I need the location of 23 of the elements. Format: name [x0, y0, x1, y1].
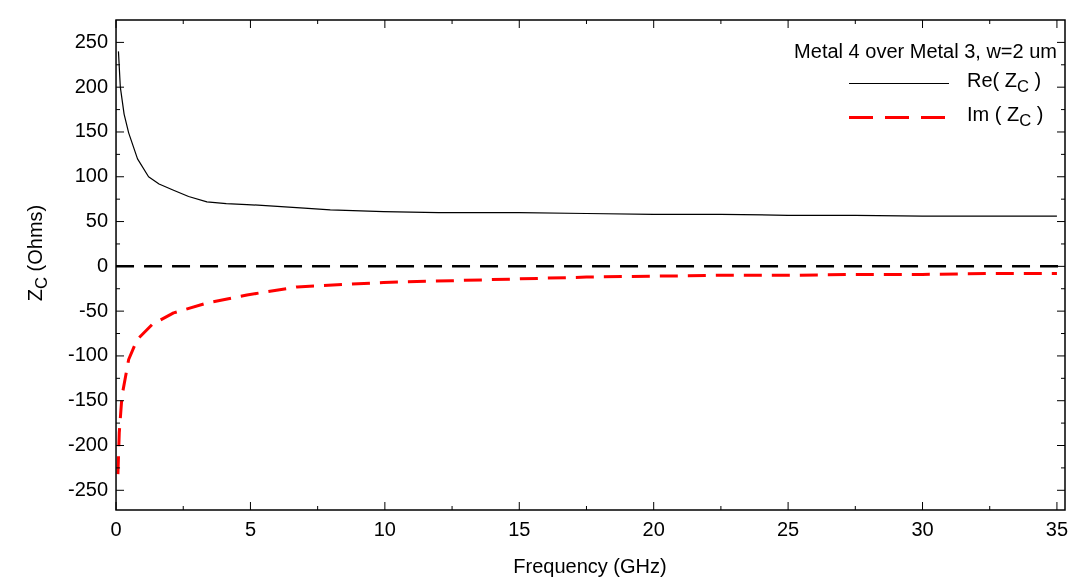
y-tick-label: -100: [68, 343, 109, 366]
x-tick-label: 35: [1045, 517, 1069, 540]
y-tick-label: -250: [68, 477, 109, 500]
line-series: [116, 272, 1059, 476]
x-axis-title: Frequency (GHz): [513, 554, 667, 578]
y-tick-label: 250: [74, 29, 109, 52]
y-tick-label: 200: [74, 74, 109, 97]
x-tick-label: 10: [373, 517, 396, 540]
legend-label: Im ( Z$_{C}$ ): [967, 103, 1045, 131]
x-tick-label: 5: [244, 517, 257, 540]
x-tick-label: 25: [776, 517, 800, 540]
legend-label: Re( Z$_{C}$ ): [967, 69, 1043, 97]
y-tick-label: 150: [74, 119, 109, 142]
y-tick-label: 0: [96, 253, 109, 276]
y-tick-label: -150: [68, 388, 109, 411]
legend-title: Metal 4 over Metal 3, w=2 um: [794, 40, 1057, 63]
x-tick-label: 30: [911, 517, 934, 540]
x-tick-label: 15: [508, 517, 531, 540]
y-tick-label: 50: [85, 209, 109, 232]
y-tick-label: -50: [79, 298, 109, 321]
y-tick-label: -200: [68, 433, 109, 456]
y-tick-label: 100: [74, 164, 109, 187]
x-tick-label: 20: [642, 517, 665, 540]
